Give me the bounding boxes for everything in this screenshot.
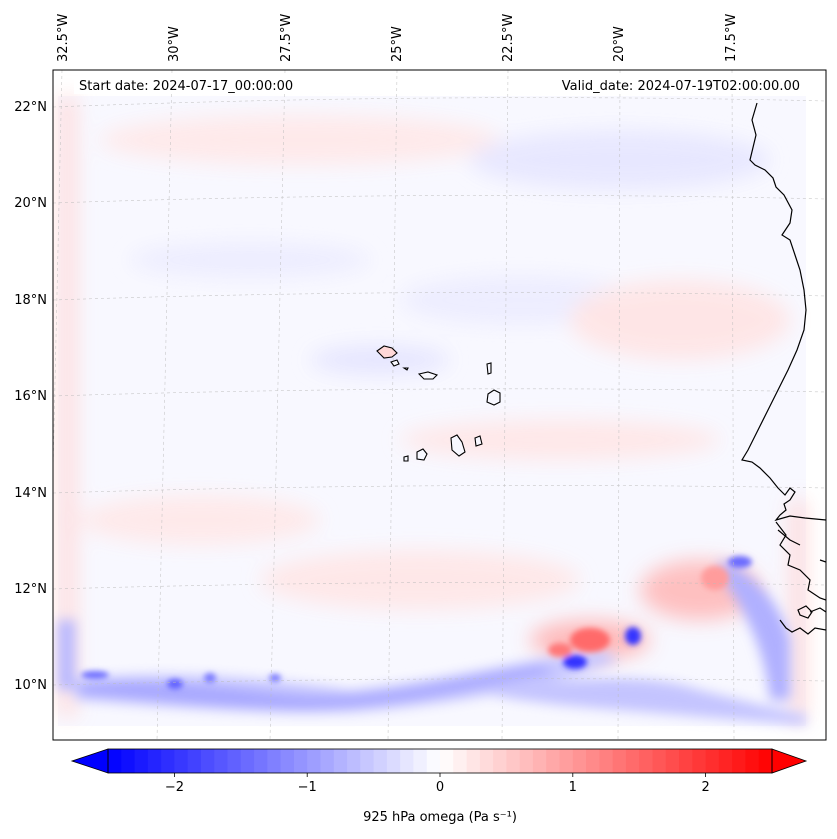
colorbar-cell [413,749,428,773]
colorbar-cell [333,749,348,773]
colorbar-cell [360,749,375,773]
omega-contours [58,96,806,720]
colorbar-cell [400,749,415,773]
colorbar-cell [227,749,242,773]
colorbar-cell [692,749,707,773]
colorbar-cell [466,749,481,773]
lon-label-20w: 20°W [612,26,627,62]
gridlines [53,70,826,740]
colorbar-ticks: −2 −1 0 1 2 [165,773,710,795]
colorbar-cell [440,749,454,773]
colorbar-cell [639,749,654,773]
colorbar-cell [453,749,468,773]
lon-label-17-5w: 17.5°W [724,14,739,62]
african-coastline [741,102,826,635]
colorbar-tick-label: −2 [165,780,184,795]
colorbar-cell [108,749,122,773]
colorbar-cell [758,749,773,773]
lon-label-27-5w: 27.5°W [279,14,294,62]
lon-label-30w: 30°W [167,26,182,62]
lon-label-25w: 25°W [390,26,405,62]
valid-date-label: Valid_date: 2024-07-19T02:00:00.00 [562,79,800,94]
colorbar-extend-high [771,748,808,774]
colorbar-cell [386,749,401,773]
colorbar-cell [665,749,680,773]
colorbar-cell [174,749,189,773]
colorbar-cell [426,749,441,773]
lat-label-10n: 10°N [14,678,47,693]
lat-label-18n: 18°N [14,293,47,308]
colorbar-tick-label: 0 [436,780,444,795]
colorbar-cell [161,749,175,773]
colorbar-cell [267,749,282,773]
lon-label-32-5w: 32.5°W [56,14,71,62]
colorbar-cell [240,749,255,773]
colorbar-cell [121,749,136,773]
start-date-label: Start date: 2024-07-17_00:00:00 [79,79,293,94]
colorbar-cell [679,749,693,773]
colorbar: −2 −1 0 1 2 925 hPa omega (Pa s⁻¹) [70,748,808,825]
colorbar-cell [532,749,547,773]
colorbar-cell [214,749,229,773]
omega-field [58,96,806,726]
colorbar-cell [559,749,574,773]
lat-label-22n: 22°N [14,100,47,115]
colorbar-cell [612,749,627,773]
colorbar-cell [732,749,747,773]
lon-label-22-5w: 22.5°W [501,14,516,62]
colorbar-tick-label: −1 [298,780,317,795]
lat-label-14n: 14°N [14,486,47,501]
cape-verde-islands [376,345,501,462]
colorbar-cell [586,749,600,773]
colorbar-cell [187,749,202,773]
latitude-labels: 22°N 20°N 18°N 16°N 14°N 12°N 10°N [14,100,47,693]
colorbar-tick-label: 2 [701,780,709,795]
colorbar-cell [705,749,720,773]
colorbar-cell [347,749,361,773]
colorbar-cell [625,749,640,773]
lat-label-20n: 20°N [14,196,47,211]
colorbar-cell [652,749,667,773]
colorbar-cell [546,749,561,773]
colorbar-cell [200,749,215,773]
colorbar-cells [108,749,773,773]
colorbar-cell [293,749,308,773]
colorbar-cell [493,749,507,773]
map-area: Start date: 2024-07-17_00:00:00 Valid_da… [53,70,826,740]
colorbar-cell [147,749,162,773]
colorbar-cell [745,749,760,773]
colorbar-cell [320,749,335,773]
colorbar-label: 925 hPa omega (Pa s⁻¹) [363,810,517,825]
colorbar-cell [572,749,587,773]
lat-label-16n: 16°N [14,389,47,404]
colorbar-extend-low [70,748,109,774]
longitude-labels: 32.5°W 30°W 27.5°W 25°W 22.5°W 20°W 17.5… [56,14,739,62]
lat-label-12n: 12°N [14,582,47,597]
colorbar-cell [519,749,534,773]
colorbar-cell [373,749,388,773]
colorbar-cell [280,749,295,773]
colorbar-cell [718,749,733,773]
colorbar-cell [134,749,149,773]
colorbar-cell [254,749,268,773]
colorbar-cell [506,749,521,773]
colorbar-cell [599,749,614,773]
colorbar-tick-label: 1 [569,780,577,795]
colorbar-cell [479,749,494,773]
colorbar-cell [307,749,322,773]
